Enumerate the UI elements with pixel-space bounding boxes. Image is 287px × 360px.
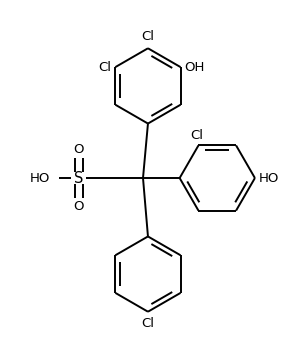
Text: Cl: Cl <box>141 30 154 43</box>
Text: OH: OH <box>185 60 205 73</box>
Text: HO: HO <box>259 171 279 185</box>
Text: O: O <box>73 200 84 213</box>
Text: S: S <box>74 171 83 185</box>
Text: HO: HO <box>30 171 50 185</box>
Text: Cl: Cl <box>190 130 203 143</box>
Text: Cl: Cl <box>141 317 154 330</box>
Text: Cl: Cl <box>98 60 111 73</box>
Text: O: O <box>73 143 84 156</box>
